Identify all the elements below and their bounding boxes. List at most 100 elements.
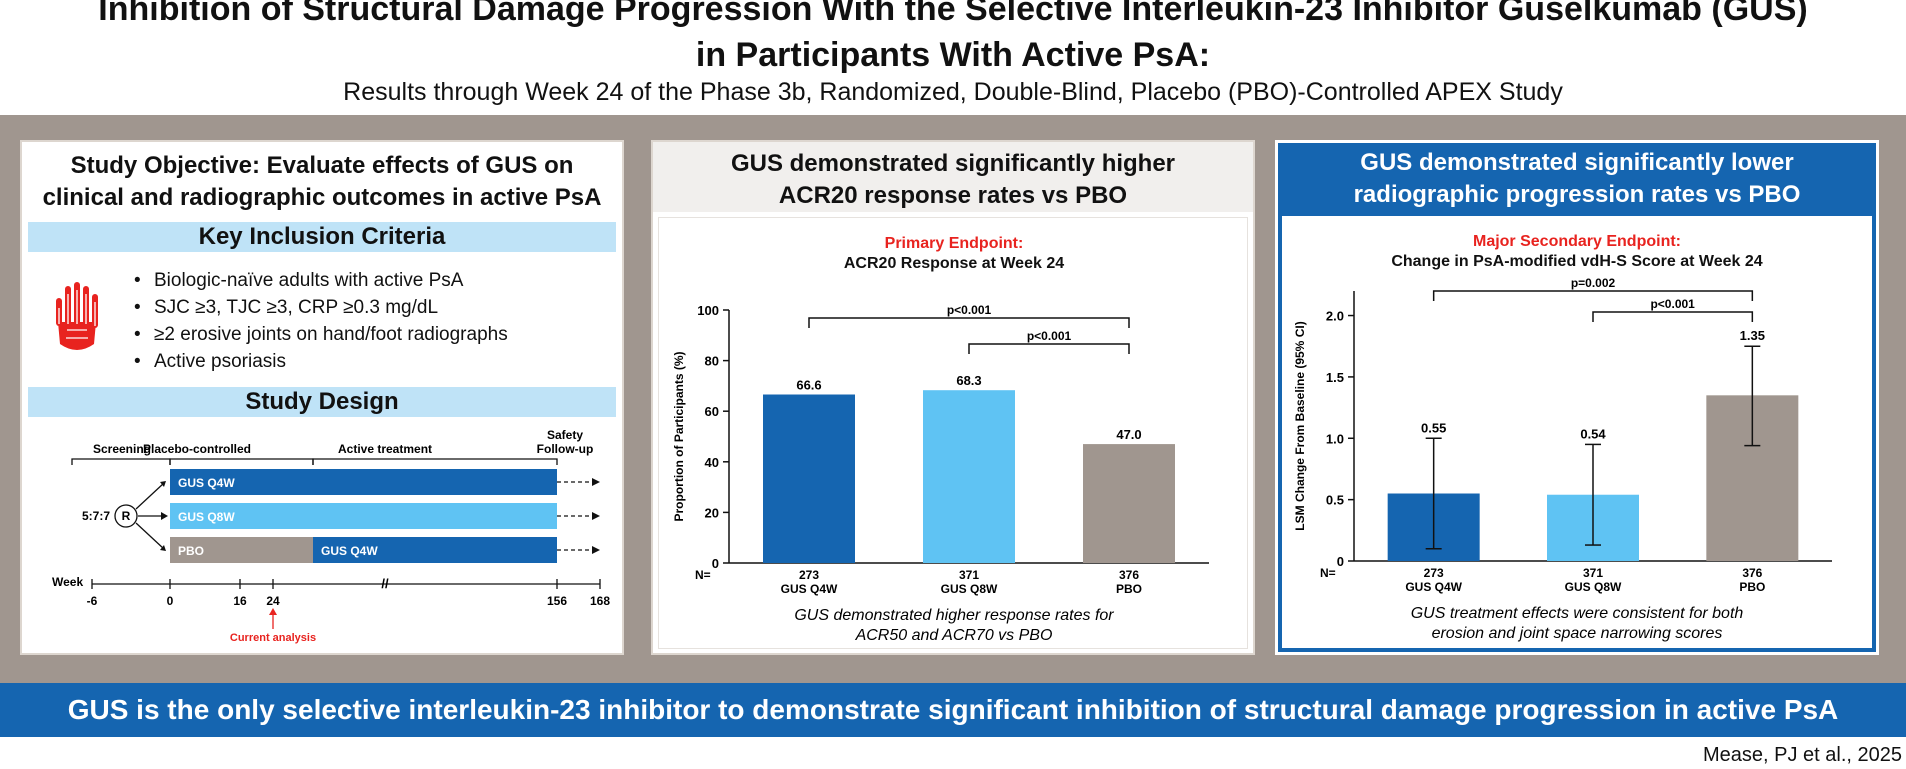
chart-footnote-line: ACR50 and ACR70 vs PBO	[855, 627, 1053, 644]
data-label: 0.55	[1421, 420, 1446, 435]
tick-label: -6	[87, 594, 98, 608]
p-value-label: p=0.002	[1571, 276, 1616, 290]
arm-gus-q8w-bar	[170, 503, 557, 529]
randomization-arrows	[135, 482, 165, 550]
arm-pbo-bar	[170, 537, 313, 563]
n-value: 376	[1742, 566, 1762, 580]
criterion-text: ≥2 erosive joints on hand/foot radiograp…	[154, 324, 508, 345]
arm-pbo-switch-label: GUS Q4W	[321, 544, 378, 558]
conclusion-banner: GUS is the only selective interleukin-23…	[0, 683, 1906, 737]
subtitle: Results through Week 24 of the Phase 3b,…	[343, 78, 1563, 106]
current-analysis-label: Current analysis	[230, 632, 316, 644]
category-label: GUS Q8W	[1565, 580, 1622, 594]
timeline-ticks	[91, 579, 601, 589]
n-value: 371	[959, 568, 979, 582]
acr20-title-line-1: GUS demonstrated significantly higher	[730, 150, 1176, 177]
arrow-heads	[592, 478, 600, 554]
tick-label: 0	[167, 594, 174, 608]
y-tick-label: 1.0	[1326, 431, 1344, 446]
arm-gus-q4w-label: GUS Q4W	[178, 476, 235, 490]
endpoint-label: Primary Endpoint:	[885, 235, 1024, 252]
inclusion-heading: Key Inclusion Criteria	[28, 222, 616, 252]
study-design-diagram: Screening Placebo-controlled Active trea…	[52, 428, 610, 644]
study-objective-panel: Study Objective: Evaluate effects of GUS…	[20, 140, 624, 655]
randomization-circle	[114, 504, 138, 528]
n-value: 273	[799, 568, 819, 582]
vdhs-chart-card: Major Secondary Endpoint: Change in PsA-m…	[1282, 216, 1872, 648]
radiographic-title-line-1: GUS demonstrated significantly lower	[1360, 149, 1794, 176]
y-tick-label: 0	[1337, 554, 1344, 569]
y-tick-label: 60	[705, 404, 719, 419]
tick-label: 168	[590, 594, 610, 608]
phase-active: Active treatment	[338, 442, 432, 456]
title-line-1: Inhibition of Structural Damage Progress…	[98, 0, 1808, 28]
followup-arrows	[557, 481, 592, 551]
objective-title-line-1: Study Objective: Evaluate effects of GUS…	[70, 152, 574, 179]
acr20-panel: GUS demonstrated significantly higher AC…	[651, 140, 1255, 655]
criterion-item: Active psoriasis	[132, 348, 508, 375]
y-tick-label: 40	[705, 455, 719, 470]
category-label: GUS Q4W	[781, 582, 838, 596]
category-label: PBO	[1739, 580, 1765, 594]
chart-footnote-line: GUS treatment effects were consistent fo…	[1411, 605, 1744, 622]
acr20-title-line-2: ACR20 response rates vs PBO	[778, 182, 1128, 209]
n-value: 273	[1424, 566, 1444, 580]
criterion-text: Biologic-naïve adults with active PsA	[154, 270, 464, 291]
endpoint-label: Major Secondary Endpoint:	[1473, 233, 1681, 250]
n-value: 376	[1119, 568, 1139, 582]
criterion-text: Active psoriasis	[154, 351, 286, 372]
header: Inhibition of Structural Damage Progress…	[0, 0, 1906, 115]
arm-pbo-switch-bar	[313, 537, 557, 563]
data-label: 1.35	[1740, 328, 1765, 343]
y-tick-label: 20	[705, 505, 719, 520]
criterion-item: ≥2 erosive joints on hand/foot radiograp…	[132, 321, 508, 348]
objective-title: Study Objective: Evaluate effects of GUS…	[22, 150, 622, 214]
arm-gus-q8w-label: GUS Q8W	[178, 510, 235, 524]
acr20-bar-chart: Primary Endpoint: ACR20 Response at Week …	[672, 235, 1209, 644]
title-line-2: in Participants With Active PsA:	[695, 36, 1211, 74]
bar-gus-q4w	[763, 394, 855, 563]
significance-bracket	[1592, 311, 1754, 322]
significance-bracket	[968, 343, 1130, 354]
n-label: N=	[695, 568, 711, 582]
phase-placebo: Placebo-controlled	[143, 442, 251, 456]
y-axis-label: LSM Change From Baseline (95% CI)	[1293, 321, 1307, 530]
phase-followup: Follow-up	[537, 442, 594, 456]
acr20-panel-title: GUS demonstrated significantly higher AC…	[653, 142, 1253, 212]
arm-pbo-label: PBO	[178, 544, 204, 558]
n-value: 371	[1583, 566, 1603, 580]
phase-safety: Safety	[547, 428, 583, 442]
arm-gus-q4w-bar	[170, 469, 557, 495]
tick-label: 156	[547, 594, 567, 608]
criterion-text: SJC ≥3, TJC ≥3, CRP ≥0.3 mg/dL	[154, 297, 439, 318]
citation: Mease, PJ et al., 2025	[1702, 744, 1902, 766]
bar-pbo	[1083, 444, 1175, 563]
radiographic-panel-title: GUS demonstrated significantly lower rad…	[1278, 147, 1876, 211]
acr20-chart-card: Primary Endpoint: ACR20 Response at Week …	[658, 217, 1248, 649]
y-tick-label: 2.0	[1326, 309, 1344, 324]
p-value-label: p<0.001	[1027, 329, 1072, 343]
criterion-item: Biologic-naïve adults with active PsA	[132, 267, 508, 294]
randomization-ratio: 5:7:7	[82, 509, 110, 523]
y-tick-label: 0.5	[1326, 493, 1344, 508]
tick-label: 24	[266, 594, 280, 608]
week-label: Week	[52, 575, 83, 589]
data-label: 0.54	[1580, 426, 1606, 441]
significance-bracket	[808, 317, 1130, 328]
phase-screening: Screening	[93, 442, 151, 456]
chart-title: ACR20 Response at Week 24	[844, 255, 1064, 272]
category-label: GUS Q8W	[941, 582, 998, 596]
radiographic-title-line-2: radiographic progression rates vs PBO	[1353, 181, 1801, 208]
chart-footnote-line: GUS demonstrated higher response rates f…	[794, 607, 1114, 624]
significance-bracket	[1432, 290, 1754, 301]
bar-gus-q8w	[923, 390, 1015, 563]
data-label: 66.6	[796, 378, 821, 393]
y-tick-label: 1.5	[1326, 370, 1344, 385]
chart-footnote-line: erosion and joint space narrowing scores	[1432, 625, 1723, 642]
y-tick-label: 80	[705, 354, 719, 369]
timeline-break: //	[381, 576, 389, 591]
chart-title: Change in PsA-modified vdH-S Score at We…	[1391, 253, 1762, 270]
study-design-heading: Study Design	[28, 387, 616, 417]
p-value-label: p<0.001	[947, 303, 992, 317]
n-label: N=	[1320, 566, 1336, 580]
